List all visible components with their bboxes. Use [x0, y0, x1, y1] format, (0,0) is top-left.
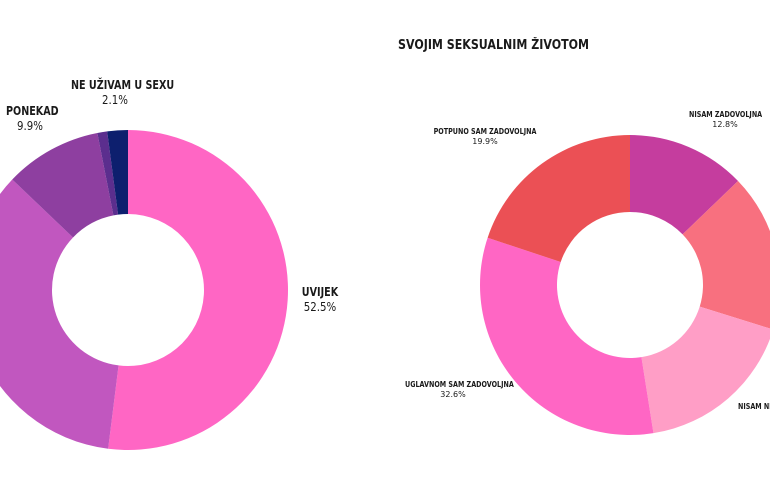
donut-1-slice-4 [97, 131, 119, 216]
label-uvijek-name: UVIJEK [301, 285, 339, 299]
donut-2-slice-5 [487, 135, 630, 263]
donut-1-slice-5 [107, 130, 128, 215]
donut-2-slice-3 [641, 306, 770, 434]
label-ne-uzivam: NE UŽIVAM U SEXU 2.1% [60, 78, 175, 108]
label-nisam-zadovoljna-value: 12.8% [712, 120, 738, 129]
label-uvijek: UVIJEK 52.5% [296, 285, 344, 315]
label-uvijek-value: 52.5% [303, 300, 337, 314]
label-ponekad: PONEKAD 9.9% [0, 104, 60, 134]
label-uglavnom: UGLAVNOM SAM ZADOVOLJNA 32.6% [393, 380, 514, 400]
donut-2-slice-4 [480, 237, 654, 435]
label-uglavnom-name: UGLAVNOM SAM ZADOVOLJNA [405, 380, 514, 389]
label-nisam-zadovoljna: NISAM ZADOVOLJNA 12.8% [680, 110, 770, 130]
donut-2-slice-2 [682, 180, 770, 329]
label-ponekad-name: PONEKAD [6, 104, 59, 118]
label-ne-uzivam-value: 2.1% [102, 93, 128, 107]
label-potpuno-value: 19.9% [472, 137, 498, 146]
label-nisam-ni-name: NISAM NI [738, 402, 770, 411]
label-nisam-zadovoljna-name: NISAM ZADOVOLJNA [689, 110, 763, 119]
donut-chart-2 [480, 135, 770, 435]
donut-1-slice-1 [108, 130, 288, 450]
label-potpuno-name: POTPUNO SAM ZADOVOLJNA [433, 127, 537, 136]
donut-1-slice-2 [0, 179, 119, 449]
donut-2-slice-1 [630, 135, 739, 235]
label-nisam-ni: NISAM NI [738, 402, 770, 412]
donut-1-slice-3 [12, 132, 114, 238]
chart2-title: SVOJIM SEKSUALNIM ŽIVOTOM [398, 38, 590, 53]
label-ponekad-value: 9.9% [17, 119, 43, 133]
donut-chart-1 [0, 130, 288, 450]
label-potpuno: POTPUNO SAM ZADOVOLJNA 19.9% [420, 127, 550, 147]
label-uglavnom-value: 32.6% [440, 390, 466, 399]
label-ne-uzivam-name: NE UŽIVAM U SEXU [71, 78, 175, 92]
